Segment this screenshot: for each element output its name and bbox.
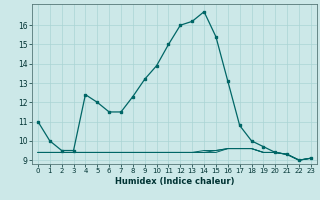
X-axis label: Humidex (Indice chaleur): Humidex (Indice chaleur) [115,177,234,186]
